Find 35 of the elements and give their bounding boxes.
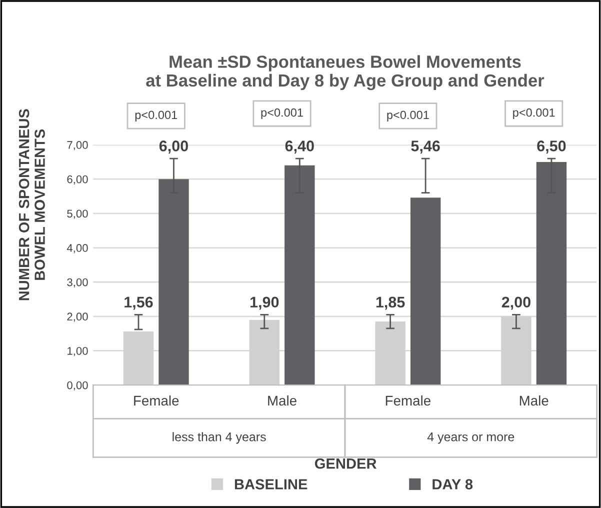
data-label: 6,50	[537, 140, 566, 154]
chart-title: Mean ±SD Spontaneues Bowel Movements at Baseline and Day 8 by Age Group and Gender	[146, 55, 544, 90]
y-tick-label: 4,00	[66, 244, 88, 254]
data-label: 1,85	[376, 296, 405, 310]
data-label: 1,56	[124, 296, 153, 310]
legend-label: DAY 8	[432, 479, 473, 490]
x-tick-label: Male	[268, 395, 296, 406]
x-axis-title: GENDER	[314, 458, 376, 469]
y-tick-label: 0,00	[67, 381, 88, 391]
data-label: 6,40	[285, 140, 314, 154]
text: 4 years or more	[427, 432, 514, 444]
y-axis-title: NUMBER OF SPONTANEUS BOWEL MOVEMENTS	[18, 109, 45, 300]
y-tick-label: 3,00	[67, 278, 88, 288]
y-tick-label: 5,00	[67, 210, 88, 219]
y-tick-label: 2,00	[67, 312, 88, 322]
bar	[284, 165, 315, 386]
bar	[410, 198, 441, 386]
x-tick-label: Female	[386, 395, 430, 406]
data-label: 5,46	[411, 140, 440, 154]
text: p<0.001	[387, 110, 429, 122]
y-tick-label: 1,00	[68, 347, 88, 356]
legend-label: BASELINE	[234, 479, 308, 490]
bar	[536, 162, 567, 386]
x-tick-label: Male	[520, 395, 548, 406]
y-tick-label: 6,00	[67, 175, 88, 185]
data-label: 1,90	[250, 296, 279, 310]
text: p<0.001	[135, 110, 178, 122]
data-label: 6,00	[159, 140, 188, 154]
text: p<0.001	[261, 108, 303, 120]
y-tick-label: 7,00	[67, 141, 88, 150]
bar	[158, 179, 189, 386]
x-tick-label: Female	[134, 395, 179, 406]
text: p<0.001	[513, 108, 555, 120]
text: less than 4 years	[172, 432, 266, 444]
data-label: 2,00	[502, 296, 530, 310]
